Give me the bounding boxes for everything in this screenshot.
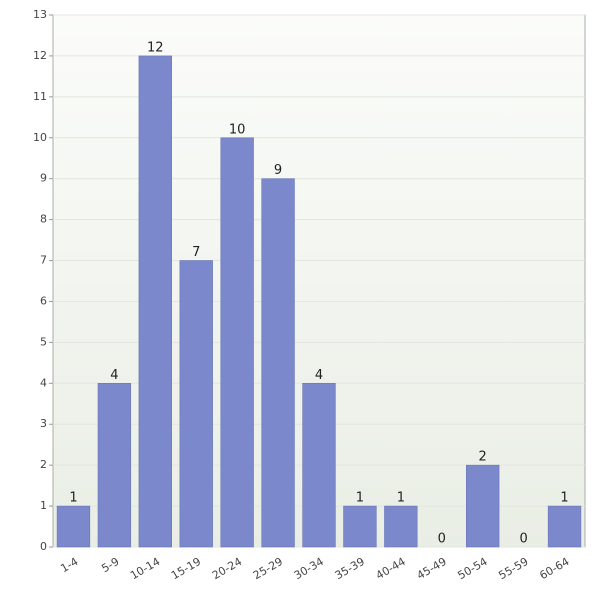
- bar: [466, 464, 500, 548]
- x-tick-label: 45-49: [415, 555, 449, 582]
- bar: [220, 137, 254, 548]
- bar: [138, 55, 172, 548]
- x-tick-label: 15-19: [169, 555, 203, 582]
- y-tick-label: 13: [33, 8, 47, 21]
- y-tick-label: 6: [40, 294, 47, 307]
- x-tick-label: 60-64: [537, 555, 571, 582]
- x-tick-label: 1-4: [58, 555, 80, 575]
- y-tick-label: 4: [40, 376, 47, 389]
- x-tick-label: 50-54: [456, 555, 490, 582]
- bar: [343, 505, 377, 548]
- data-label: 0: [438, 532, 446, 547]
- y-tick-label: 0: [40, 540, 47, 553]
- bar: [384, 505, 418, 548]
- data-label: 10: [229, 122, 246, 137]
- y-tick-label: 5: [40, 335, 47, 348]
- y-tick-label: 11: [33, 90, 47, 103]
- x-tick-label: 10-14: [128, 555, 162, 582]
- y-tick-label: 3: [40, 417, 47, 430]
- bar: [302, 383, 336, 548]
- y-tick-label: 7: [40, 254, 47, 267]
- x-tick-label: 40-44: [374, 555, 408, 582]
- y-tick-label: 8: [40, 213, 47, 226]
- data-label: 12: [147, 40, 164, 55]
- y-tick-label: 9: [40, 172, 47, 185]
- x-tick-label: 20-24: [210, 555, 244, 582]
- bar: [179, 260, 213, 548]
- data-label: 9: [274, 163, 282, 178]
- x-tick-label: 30-34: [292, 555, 326, 582]
- data-label: 0: [519, 532, 527, 547]
- data-label: 1: [397, 491, 405, 506]
- x-tick-label: 35-39: [333, 555, 367, 582]
- y-tick-label: 1: [40, 499, 47, 512]
- bar: [547, 505, 582, 548]
- x-tick-label: 55-59: [496, 555, 530, 582]
- y-tick-label: 12: [33, 49, 47, 62]
- bar: [261, 178, 295, 548]
- data-label: 2: [479, 450, 487, 465]
- y-tick-label: 10: [33, 131, 47, 144]
- y-tick-label: 2: [40, 458, 47, 471]
- bar: [56, 505, 91, 548]
- data-label: 1: [356, 491, 364, 506]
- data-label: 7: [192, 245, 200, 260]
- data-label: 1: [69, 491, 77, 506]
- data-label: 4: [110, 368, 118, 383]
- data-label: 1: [560, 491, 568, 506]
- data-label: 4: [315, 368, 323, 383]
- bar: [97, 383, 132, 548]
- x-tick-label: 5-9: [99, 555, 121, 575]
- x-tick-label: 25-29: [251, 555, 285, 582]
